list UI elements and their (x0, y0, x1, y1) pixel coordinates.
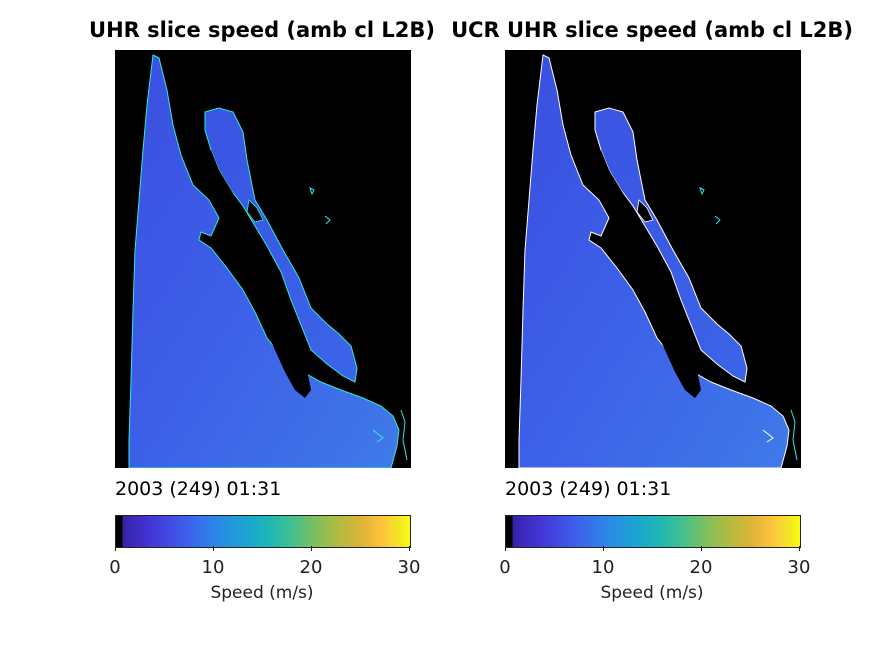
left-colorbar-tick-20 (311, 546, 312, 551)
right-colorbar-label: Speed (m/s) (600, 583, 704, 603)
right-colorbar-tick-10 (603, 546, 604, 551)
right-colorbar-tick-0 (505, 546, 506, 551)
left-gulf-water (204, 107, 358, 383)
left-coast-fragment-1 (309, 187, 315, 196)
right-colorbar (505, 515, 801, 548)
right-coast-fragment-3 (790, 409, 798, 461)
left-colorbar-tick-0 (115, 546, 116, 551)
right-colorbar-ticklabel-20: 20 (689, 557, 713, 578)
right-speed-map-svg (518, 54, 798, 468)
right-colorbar-ticklabel-10: 10 (591, 557, 615, 578)
right-colorbar-ticklabel-0: 0 (499, 557, 511, 578)
left-colorbar-tick-30 (409, 546, 410, 551)
left-gulf-island (246, 199, 264, 223)
right-colorbar-tick-20 (701, 546, 702, 551)
right-gulf-island (636, 199, 654, 223)
left-peninsula-land (209, 150, 311, 398)
left-panel-title: UHR slice speed (amb cl L2B) (89, 18, 435, 42)
right-colorbar-ticklabel-30: 30 (787, 557, 811, 578)
right-timestamp: 2003 (249) 01:31 (505, 478, 672, 500)
left-coast-fragment-4 (372, 429, 384, 443)
right-peninsula-land (599, 150, 701, 398)
left-colorbar-ticklabel-10: 10 (201, 557, 225, 578)
right-gulf-water (594, 107, 748, 383)
left-timestamp: 2003 (249) 01:31 (115, 478, 282, 500)
right-coast-fragment-2 (714, 215, 721, 225)
right-coast-fragment-4 (762, 429, 774, 443)
right-speed-map (505, 50, 801, 468)
left-colorbar-ticklabel-20: 20 (299, 557, 323, 578)
left-speed-map (115, 50, 411, 468)
left-colorbar-ticklabel-30: 30 (397, 557, 421, 578)
left-speed-map-svg (128, 54, 408, 468)
right-coast-fragment-1 (699, 187, 705, 196)
left-coast-fragment-3 (400, 409, 408, 461)
right-colorbar-tick-30 (799, 546, 800, 551)
left-colorbar-label: Speed (m/s) (210, 583, 314, 603)
left-colorbar-ticklabel-0: 0 (109, 557, 121, 578)
right-panel-title: UCR UHR slice speed (amb cl L2B) (451, 18, 853, 42)
left-colorbar (115, 515, 411, 548)
left-colorbar-tick-10 (213, 546, 214, 551)
left-coast-fragment-2 (324, 215, 331, 225)
